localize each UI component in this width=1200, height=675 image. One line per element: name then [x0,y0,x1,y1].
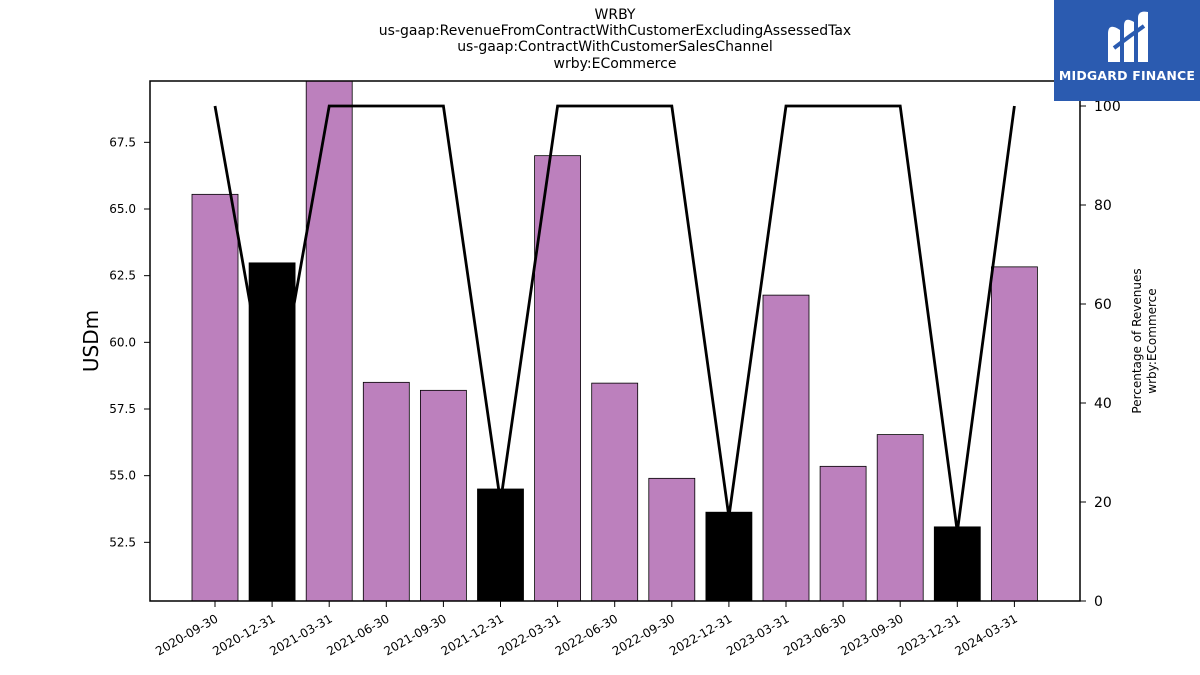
y-tick-label: 65.0 [109,202,136,216]
y2-axis-label-line-1: Percentage of Revenues [1130,268,1144,413]
bar-2022-03-31 [534,155,581,602]
x-tick-label: 2020-09-30 [153,611,220,658]
chart-title-line-3: us-gaap:ContractWithCustomerSalesChannel [457,39,773,55]
y2-tick-label: 0 [1094,594,1103,610]
line-layer [213,104,1016,532]
bars-group [191,80,1038,602]
y2-tick-label: 40 [1094,396,1112,412]
percentage-line [213,104,1016,532]
bar-2020-09-30 [191,193,239,602]
y-axis-label: USDm [79,310,103,372]
bar-2023-03-31 [762,294,810,602]
bar-2021-12-31 [477,488,524,602]
x-tick-label: 2023-03-31 [724,611,791,658]
y2-tick-label: 100 [1094,99,1121,115]
x-tick-label: 2022-09-30 [610,611,677,658]
chart-title-line-2: us-gaap:RevenueFromContractWithCustomerE… [378,23,852,39]
bar-2021-09-30 [419,389,467,602]
x-tick-label: 2020-12-31 [210,611,277,658]
y-tick-label: 60.0 [109,335,136,349]
bar-2022-06-30 [591,382,639,602]
y-tick-label: 55.0 [109,469,136,483]
y2-tick-label: 80 [1094,198,1112,214]
x-axis: 2020-09-302020-12-312021-03-312021-06-30… [153,601,1020,658]
y-tick-label: 67.5 [109,135,136,149]
x-tick-label: 2021-06-30 [324,611,391,658]
x-tick-label: 2023-09-30 [838,611,905,658]
x-tick-label: 2022-06-30 [553,611,620,658]
bar-2022-09-30 [648,477,696,602]
bar-2020-12-31 [248,262,296,602]
y-axis-right: 0 20 40 60 80 100 [1080,99,1121,610]
bar-2022-12-31 [705,511,753,602]
bar-2021-03-31 [305,80,353,602]
x-tick-label: 2021-12-31 [439,611,506,658]
x-tick-label: 2023-06-30 [781,611,848,658]
x-tick-label: 2024-03-31 [952,611,1019,658]
x-tick-label: 2023-12-31 [895,611,962,658]
y-axis-left: 52.5 55.0 57.5 60.0 62.5 65.0 67.5 [109,135,150,549]
y-tick-label: 62.5 [109,269,136,283]
logo-mark-icon [1108,11,1148,63]
bar-2021-06-30 [362,381,410,602]
chart-title-line-4: wrby:ECommerce [553,56,677,72]
x-tick-label: 2022-03-31 [496,611,563,658]
y2-tick-label: 20 [1094,495,1112,511]
x-tick-label: 2022-12-31 [667,611,734,658]
bar-2023-12-31 [933,526,981,602]
bar-2023-09-30 [876,434,924,602]
midgard-finance-logo: MIDGARD FINANCE [1054,0,1200,101]
x-tick-label: 2021-09-30 [381,611,448,658]
y-tick-label: 52.5 [109,535,136,549]
bar-2023-06-30 [819,465,867,602]
chart-title-line-1: WRBY [594,7,636,23]
y2-axis-label-line-2: wrby:ECommerce [1145,288,1159,393]
logo-text: MIDGARD FINANCE [1058,68,1196,83]
bar-2024-03-31 [991,266,1038,602]
x-tick-label: 2021-03-31 [267,611,334,658]
y2-tick-label: 60 [1094,297,1112,313]
y-tick-label: 57.5 [109,402,136,416]
